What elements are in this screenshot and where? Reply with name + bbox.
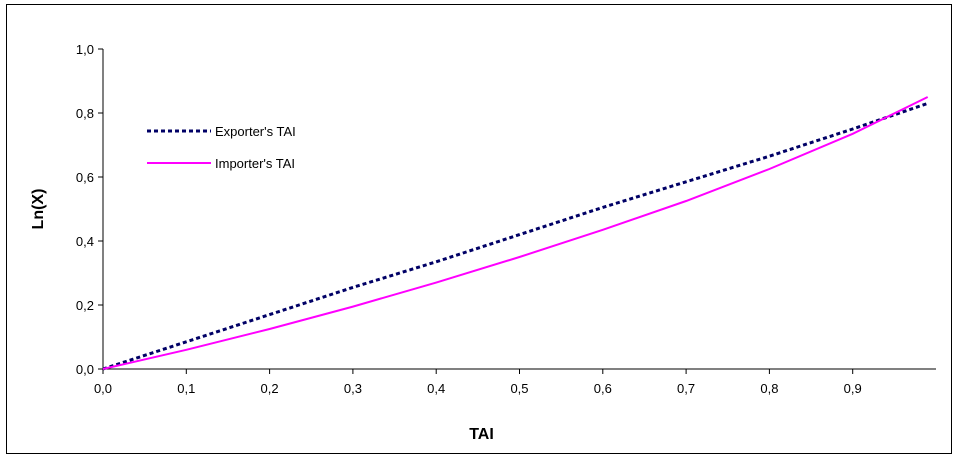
series-line-2: [102, 96, 929, 370]
chart-frame: 0,0 0,1 0,2 0,3 0,4 0,5 0,6 0,7 0,8 0,9 0,0 0,2 0,4…: [6, 4, 952, 454]
x-tick-label: 0,8: [760, 381, 778, 396]
x-tick-label: 0,3: [344, 381, 362, 396]
y-tick-label: 0,0: [76, 362, 94, 377]
y-tick-label: 0,4: [76, 234, 94, 249]
x-tick-label: 0,2: [261, 381, 279, 396]
line-chart: 0,0 0,1 0,2 0,3 0,4 0,5 0,6 0,7 0,8 0,9 0,0 0,2 0,4…: [30, 42, 936, 443]
x-tick-label: 0,6: [594, 381, 612, 396]
y-tick-label: 0,6: [76, 170, 94, 185]
x-tick-label: 0,5: [510, 381, 528, 396]
axes: [102, 49, 936, 370]
series-line-1: [102, 101, 929, 371]
x-axis-ticks: 0,0 0,1 0,2 0,3 0,4 0,5 0,6 0,7 0,8 0,9: [94, 369, 862, 396]
y-tick-label: 0,8: [76, 106, 94, 121]
y-axis-title: Ln(X): [30, 189, 47, 230]
x-tick-label: 0,7: [677, 381, 695, 396]
legend-label: Importer's TAI: [215, 156, 295, 171]
legend-label: Exporter's TAI: [215, 124, 296, 139]
x-tick-label: 0,9: [844, 381, 862, 396]
legend: Exporter's TAI Importer's TAI: [147, 124, 296, 171]
x-tick-label: 0,4: [427, 381, 445, 396]
y-tick-label: 1,0: [76, 42, 94, 57]
x-axis-title: TAI: [469, 426, 494, 443]
x-tick-label: 0,0: [94, 381, 112, 396]
y-axis-ticks: 0,0 0,2 0,4 0,6 0,8 1,0: [76, 42, 103, 377]
series-layer: [102, 96, 929, 371]
y-tick-label: 0,2: [76, 298, 94, 313]
x-tick-label: 0,1: [177, 381, 195, 396]
